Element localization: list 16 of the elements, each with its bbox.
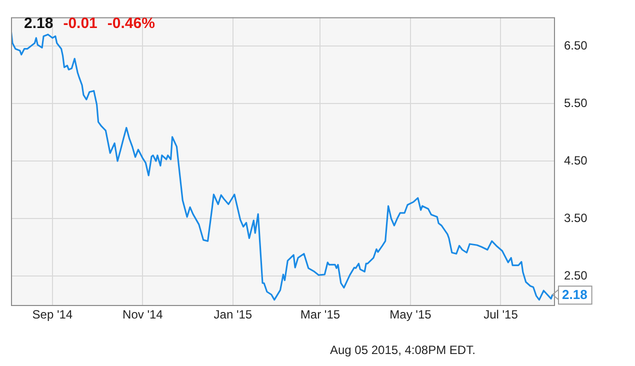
annotation: -0.01: [63, 15, 98, 32]
x-tick-label: Jul '15: [484, 308, 518, 322]
text: Aug 05 2015, 4:08PM EDT.: [330, 343, 476, 357]
annotation: 2.18: [24, 15, 54, 32]
x-tick-label: Sep '14: [32, 308, 73, 322]
y-tick-label: 6.50: [564, 38, 588, 52]
y-tick-label: 3.50: [564, 210, 588, 225]
annotation: -0.46%: [107, 15, 155, 32]
y-tick-label: 2.50: [564, 268, 588, 283]
y-tick-label: 5.50: [564, 96, 588, 110]
x-tick-label: Mar '15: [300, 308, 340, 322]
y-tick-label: 4.50: [564, 153, 588, 168]
x-tick-label: May '15: [390, 308, 432, 322]
x-tick-label: Nov '14: [122, 308, 164, 322]
annotation: 2.18: [562, 287, 588, 302]
x-tick-label: Jan '15: [214, 308, 252, 322]
